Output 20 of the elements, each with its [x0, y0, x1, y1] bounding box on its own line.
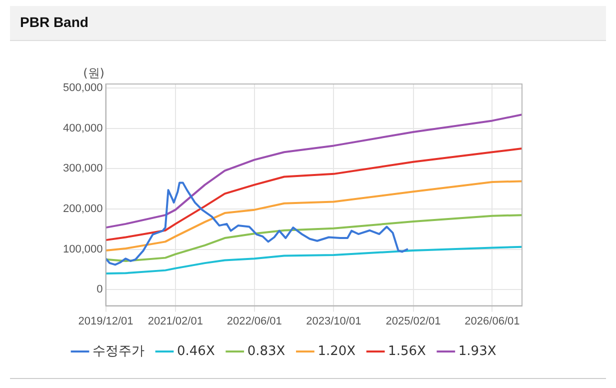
y-tick-label: 300,000 [62, 162, 103, 175]
x-tick-label: 2026/06/01 [464, 315, 520, 328]
legend-label: 0.83X [247, 344, 286, 359]
x-tick-label: 2022/06/01 [226, 315, 282, 328]
legend-label: 1.93X [458, 344, 496, 359]
legend-label: 1.20X [318, 344, 356, 359]
x-tick-label: 2023/10/01 [306, 315, 362, 328]
y-tick-label: 0 [96, 284, 103, 296]
legend-label: 1.56X [388, 344, 426, 359]
x-tick-label: 2019/12/01 [78, 315, 134, 328]
legend-label: 수정주가 [92, 344, 144, 359]
y-axis-title: (원) [83, 66, 104, 80]
x-tick-label: 2025/02/01 [386, 315, 441, 328]
y-tick-label: 500,000 [62, 82, 103, 94]
y-tick-label: 400,000 [62, 122, 103, 134]
chart-title: PBR Band [19, 13, 90, 30]
x-tick-label: 2021/02/01 [148, 315, 203, 328]
y-tick-label: 100,000 [62, 243, 103, 256]
legend-label: 0.46X [177, 344, 215, 359]
y-tick-label: 200,000 [62, 203, 103, 216]
